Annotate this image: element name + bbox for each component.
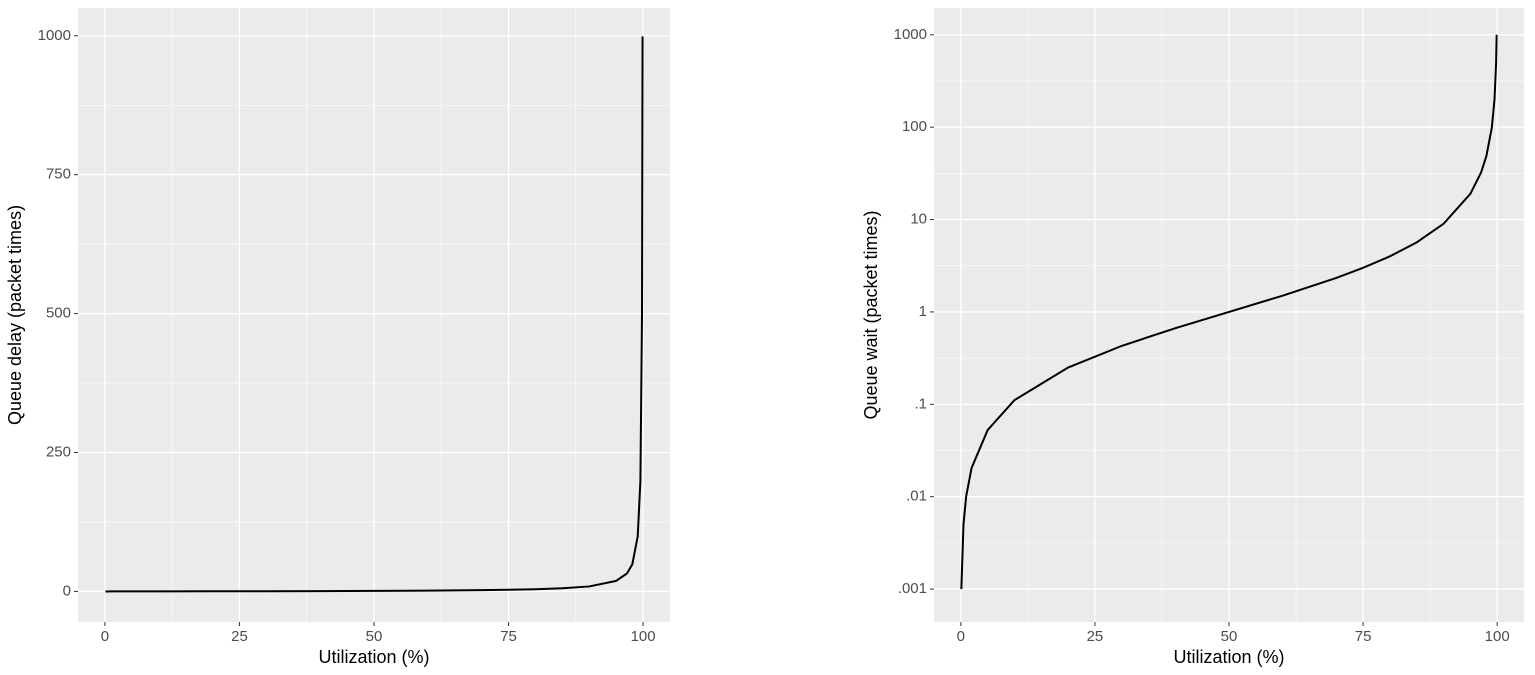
y-tick-label: 0	[63, 582, 71, 599]
y-tick-label: 1000	[38, 27, 71, 44]
x-tick-label: 100	[1485, 628, 1510, 645]
y-tick-label: 500	[46, 305, 71, 322]
y-tick-label: 10	[910, 211, 927, 228]
y-tick-label: .1	[914, 395, 927, 412]
x-tick-label: 50	[366, 628, 383, 645]
x-tick-label: 0	[957, 628, 965, 645]
y-tick-label: 1000	[894, 26, 927, 43]
line	[960, 34, 1498, 590]
y-tick-label: .001	[898, 580, 927, 597]
x-tick-label: 50	[1221, 628, 1238, 645]
line	[105, 36, 644, 593]
x-tick-label: 25	[231, 628, 248, 645]
x-tick-label: 100	[631, 628, 656, 645]
x-tick-label: 75	[1355, 628, 1372, 645]
x-tick-label: 0	[101, 628, 109, 645]
x-tick-label: 75	[500, 628, 517, 645]
y-axis-title: Queue delay (packet times)	[5, 205, 25, 425]
y-axis-title: Queue wait (packet times)	[861, 210, 881, 419]
x-axis-title: Utilization (%)	[318, 647, 429, 667]
x-axis-title: Utilization (%)	[1173, 647, 1284, 667]
y-tick-label: 1	[919, 303, 927, 320]
y-tick-label: 750	[46, 166, 71, 183]
x-tick-label: 25	[1087, 628, 1104, 645]
y-tick-label: 250	[46, 443, 71, 460]
y-tick-label: .01	[906, 488, 927, 505]
y-tick-label: 100	[902, 118, 927, 135]
